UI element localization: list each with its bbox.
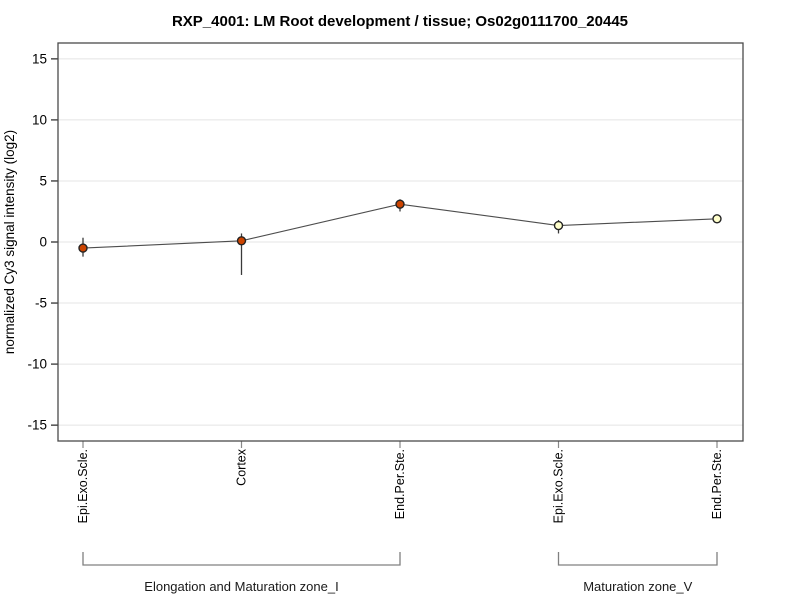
y-tick-label: 5	[39, 173, 47, 188]
plot-border	[57, 42, 744, 442]
data-point-marker	[712, 214, 722, 224]
plot-layer: -15 -10 -5 0 5 10 15 Epi.Exo.Scle. Cortex End.Per…	[27, 42, 744, 594]
y-tick-label: 10	[32, 112, 47, 127]
group-label: Maturation zone_V	[583, 579, 692, 594]
data-point-marker	[553, 220, 564, 231]
y-axis-label: normalized Cy3 signal intensity (log2)	[2, 130, 17, 354]
y-tick-label: -15	[27, 418, 47, 433]
group-bracket	[82, 552, 401, 566]
x-category-label: End.Per.Ste.	[393, 449, 407, 519]
x-category-label: Epi.Exo.Scle.	[552, 449, 566, 523]
group-bracket	[557, 552, 718, 566]
group-label: Elongation and Maturation zone_I	[144, 579, 338, 594]
x-category-label: Epi.Exo.Scle.	[76, 449, 90, 523]
data-point-marker	[78, 243, 88, 253]
x-category-label: End.Per.Ste.	[710, 449, 724, 519]
chart-title: RXP_4001: LM Root development / tissue; …	[172, 13, 628, 30]
y-tick-label: -10	[27, 357, 47, 372]
y-tick-label: -5	[35, 296, 47, 311]
y-tick-label: 15	[32, 51, 47, 66]
data-point-marker	[395, 199, 405, 209]
data-point-marker	[236, 236, 247, 246]
x-category-label: Cortex	[235, 448, 249, 486]
y-tick-label: 0	[39, 235, 47, 250]
